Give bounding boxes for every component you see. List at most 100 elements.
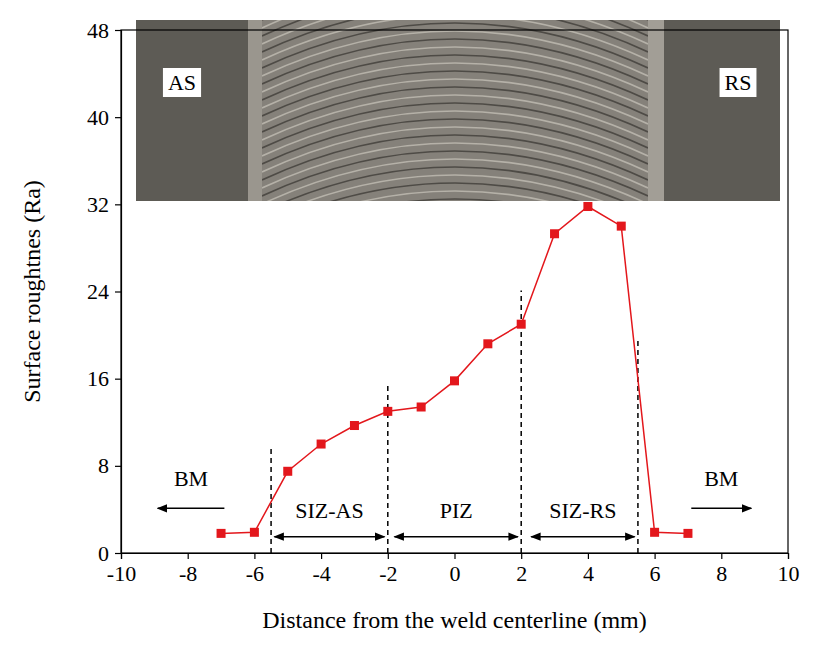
- inset-label: RS: [725, 70, 752, 95]
- tick-mark: [115, 204, 121, 205]
- data-point: [650, 528, 659, 537]
- data-point: [517, 320, 526, 329]
- tick: 40: [87, 105, 121, 130]
- zone-label: SIZ-RS: [549, 498, 616, 523]
- inset-arc: [262, 167, 648, 201]
- inset-weld: [262, 20, 648, 201]
- tick-label: 0: [450, 561, 461, 586]
- inset-label-box: [720, 68, 757, 97]
- series: [217, 202, 693, 538]
- tick-mark: [115, 117, 121, 118]
- axis-line: [115, 31, 122, 554]
- tick-mark: [721, 553, 722, 559]
- data-point: [583, 202, 592, 211]
- tick-label: 16: [87, 366, 109, 391]
- tick-mark: [588, 553, 589, 559]
- tick-label: -4: [312, 561, 330, 586]
- data-line: [221, 207, 688, 534]
- zone-arrow: [691, 508, 751, 510]
- inset-label: AS: [168, 70, 196, 95]
- plot-frame: [121, 30, 788, 553]
- x-axis: -10 -8 -6 -4 -2 0 2 4 6 8 10: [107, 553, 800, 586]
- tick-label: 8: [98, 453, 109, 478]
- zone-label: PIZ: [440, 498, 473, 523]
- zone-label: SIZ-AS: [295, 498, 363, 523]
- tick-label: 40: [87, 105, 109, 130]
- data-point: [417, 402, 426, 411]
- data-point: [483, 339, 492, 348]
- tick: 48: [87, 18, 121, 43]
- tick-label: -8: [179, 561, 197, 586]
- inset-arc: [262, 159, 648, 201]
- tick: 8: [716, 553, 727, 586]
- data-point: [217, 529, 226, 538]
- data-point: [383, 407, 392, 416]
- tick: -2: [379, 553, 397, 586]
- tick-mark: [788, 553, 789, 559]
- axis-line: [122, 554, 789, 560]
- y-axis: 0 8 16 24 32 40 48: [87, 18, 122, 566]
- tick: -4: [312, 553, 330, 586]
- inset-ground: [136, 20, 780, 201]
- tick: 32: [87, 192, 121, 217]
- tick-label: 48: [87, 18, 109, 43]
- inset-edge: [648, 20, 664, 201]
- tick: 2: [516, 553, 527, 586]
- tick-mark: [115, 291, 121, 292]
- zone-labels: BM SIZ-AS PIZ SIZ-RS BM: [174, 466, 739, 524]
- tick: 24: [87, 279, 121, 304]
- tick: 0: [98, 541, 121, 566]
- tick-mark: [321, 553, 322, 559]
- tick-label: -10: [107, 561, 136, 586]
- tick: -10: [107, 553, 136, 586]
- inset-arc: [262, 199, 648, 201]
- x-axis-title: Distance from the weld centerline (mm): [262, 607, 647, 633]
- tick-mark: [115, 466, 121, 467]
- tick: 6: [650, 553, 661, 586]
- tick-mark: [254, 553, 255, 559]
- tick: -8: [179, 553, 197, 586]
- tick: -6: [246, 553, 264, 586]
- tick: 4: [583, 553, 594, 586]
- zone-arrow: [394, 536, 517, 538]
- tick-mark: [654, 553, 655, 559]
- inset-arc: [262, 175, 648, 201]
- zone-label: BM: [174, 466, 208, 491]
- data-point: [350, 421, 359, 430]
- zone-arrow: [274, 536, 384, 538]
- tick-label: 4: [583, 561, 594, 586]
- tick-label: 2: [516, 561, 527, 586]
- tick-label: 24: [87, 279, 109, 304]
- tick-label: 32: [87, 192, 109, 217]
- tick: 10: [778, 553, 800, 586]
- data-point: [450, 376, 459, 385]
- tick-mark: [115, 553, 121, 554]
- tick-label: -2: [379, 561, 397, 586]
- tick: 0: [450, 553, 461, 586]
- inset-edge: [248, 20, 262, 201]
- inset-label-box: [163, 68, 201, 97]
- zone-boundary: [520, 290, 522, 553]
- tick-mark: [115, 30, 121, 31]
- tick-label: 6: [650, 561, 661, 586]
- tick-label: 8: [716, 561, 727, 586]
- tick-mark: [388, 553, 389, 559]
- tick-mark: [115, 379, 121, 380]
- inset-photo: AS RS: [136, 0, 780, 260]
- data-point: [317, 440, 326, 449]
- data-point: [617, 222, 626, 231]
- y-axis-title: Surface roughtnes (Ra): [19, 180, 45, 403]
- data-point: [683, 529, 692, 538]
- data-point: [283, 467, 292, 476]
- tick: 16: [87, 366, 121, 391]
- zone-label: BM: [704, 466, 738, 491]
- tick-label: 10: [778, 561, 800, 586]
- tick-mark: [454, 553, 455, 559]
- tick-mark: [188, 553, 189, 559]
- zone-arrow: [158, 508, 225, 510]
- zone-boundary: [270, 445, 272, 553]
- inset-arc: [262, 20, 648, 60]
- tick: 8: [98, 453, 121, 478]
- tick-mark: [521, 553, 522, 559]
- tick-label: 0: [98, 541, 109, 566]
